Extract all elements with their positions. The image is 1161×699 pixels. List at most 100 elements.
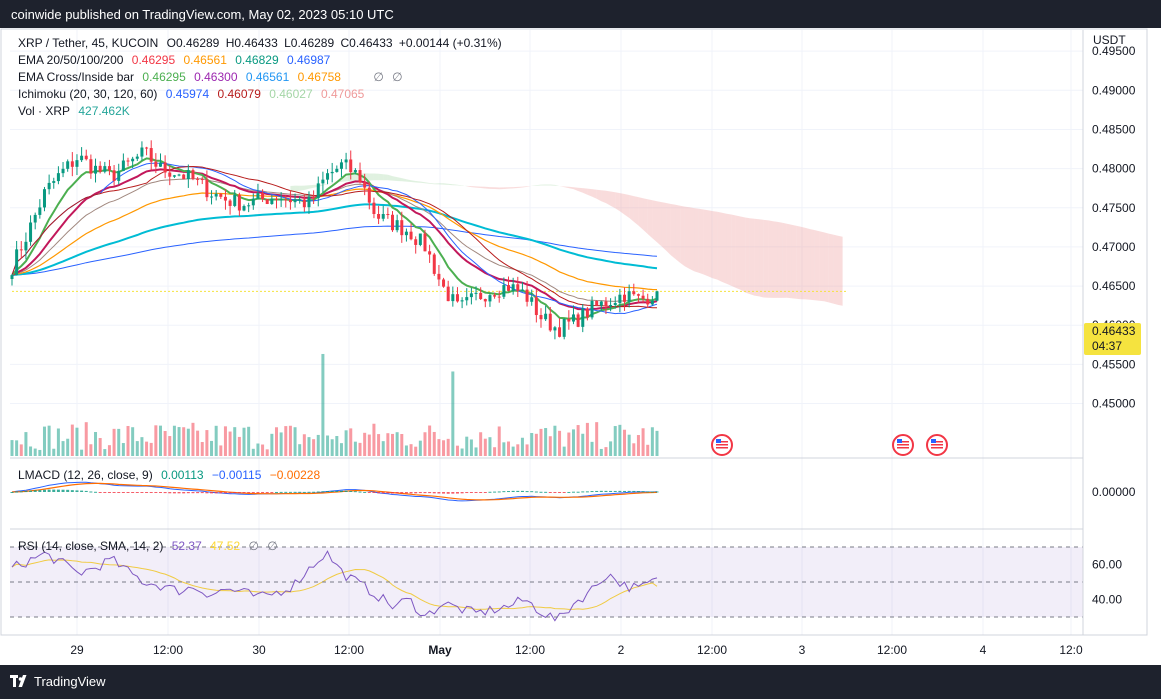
candle-body: [618, 294, 622, 304]
event-markers[interactable]: [711, 434, 948, 456]
macd-histogram-bar: [599, 490, 603, 492]
macd-histogram-bar: [205, 492, 209, 494]
chart-svg[interactable]: 0.49500 0.49000 0.48500 0.48000 0.47500 0.470…: [0, 28, 1161, 665]
candle-body: [274, 198, 278, 200]
ichimoku-cloud-segment: [545, 184, 551, 186]
ichimoku-cloud-segment: [452, 184, 458, 186]
macd-histogram-bar: [367, 492, 371, 493]
legend-volume[interactable]: Vol · XRP 427.462K: [18, 104, 135, 118]
ichimoku-cloud-segment: [531, 185, 537, 186]
volume-bar: [52, 448, 56, 456]
legend-ichimoku-label[interactable]: Ichimoku (20, 30, 120, 60): [18, 87, 158, 101]
macd-histogram-bar: [219, 492, 223, 494]
legend-ema-label[interactable]: EMA 20/50/100/200: [18, 53, 124, 67]
ichimoku-cloud-segment: [299, 185, 305, 191]
us-flag-icon[interactable]: [892, 434, 914, 456]
macd-histogram-bar: [349, 490, 353, 492]
ichimoku-cloud-segment: [675, 204, 681, 263]
flag-stripe: [931, 447, 943, 449]
ichimoku-cloud-segment: [712, 211, 718, 280]
candle-body: [52, 181, 56, 183]
volume-bar: [94, 432, 98, 456]
chart-panel[interactable]: 0.49500 0.49000 0.48500 0.48000 0.47500 0.470…: [0, 28, 1161, 665]
macd-histogram-bar: [567, 491, 571, 493]
ichimoku-cloud-segment: [652, 200, 657, 243]
ichimoku-cloud-segment: [411, 180, 416, 183]
volume-bar: [149, 442, 153, 456]
time-tick-label: 3: [799, 643, 806, 657]
candle-body: [256, 193, 260, 199]
legend-emacross[interactable]: EMA Cross/Inside bar 0.46295 0.46300 0.4…: [18, 70, 408, 84]
volume-bar: [511, 446, 515, 456]
candle-body: [307, 196, 311, 208]
macd-histogram-bar: [210, 492, 214, 494]
legend-main[interactable]: XRP / Tether, 45, KUCOIN O0.46289 H0.464…: [18, 36, 507, 50]
legend-symbol[interactable]: XRP / Tether, 45, KUCOIN: [18, 36, 159, 50]
candle-body: [182, 174, 186, 180]
macd-histogram-bar: [223, 492, 227, 494]
us-flag-icon[interactable]: [711, 434, 733, 456]
volume-bar: [228, 431, 232, 456]
macd-histogram-bar: [465, 492, 469, 494]
macd-histogram-bar: [75, 490, 79, 492]
volume-bar: [613, 426, 617, 456]
macd-histogram-bar: [386, 492, 390, 494]
volume-bar: [520, 437, 524, 456]
volume-bar: [516, 444, 520, 456]
volume-bar: [400, 434, 404, 456]
macd-histogram-bar: [609, 490, 613, 492]
volume-bar: [655, 430, 659, 456]
ichimoku-cloud-segment: [466, 185, 472, 188]
macd-histogram-bar: [233, 492, 237, 493]
ichimoku-cloud-segment: [295, 185, 300, 192]
volume-bar: [61, 441, 65, 456]
ichimoku-cloud-segment: [684, 206, 690, 269]
legend-macd-label[interactable]: LMACD (12, 26, close, 9): [18, 468, 153, 482]
legend-rsi[interactable]: RSI (14, close, SMA, 14, 2) 52.37 47.52 …: [18, 539, 283, 553]
candle-body: [10, 275, 14, 280]
candle-body: [321, 179, 325, 184]
volume-bar: [335, 436, 339, 456]
macd-histogram-bar: [38, 490, 42, 492]
legend-rsi-label[interactable]: RSI (14, close, SMA, 14, 2): [18, 539, 164, 553]
legend-volume-label[interactable]: Vol · XRP: [18, 104, 71, 118]
candle-body: [117, 170, 121, 181]
legend-ichimoku[interactable]: Ichimoku (20, 30, 120, 60) 0.45974 0.460…: [18, 87, 369, 101]
volume-bar: [126, 425, 130, 456]
volume-bar: [298, 444, 302, 456]
ichimoku-cloud-segment: [564, 186, 569, 189]
macd-histogram-bar: [121, 492, 125, 493]
macd-histogram-bar: [126, 492, 130, 493]
candle-body: [358, 170, 362, 183]
macd-histogram-bar: [442, 492, 446, 494]
candle-body: [511, 284, 515, 291]
us-flag-icon[interactable]: [926, 434, 948, 456]
candle-body: [539, 315, 543, 320]
macd-histogram-bar: [544, 491, 548, 493]
ichimoku-cloud-segment: [499, 187, 504, 190]
ichimoku-cloud-segment: [406, 179, 412, 182]
legend-macd-hist: 0.00113: [161, 468, 204, 482]
candle-body: [312, 196, 316, 199]
volume-bar: [98, 438, 102, 456]
candle-body: [107, 166, 111, 171]
ichimoku-cloud-segment: [791, 224, 797, 299]
ichimoku-cloud-segment: [341, 176, 347, 182]
legend-ema[interactable]: EMA 20/50/100/200 0.46295 0.46561 0.4682…: [18, 53, 335, 67]
macd-histogram-bar: [261, 492, 265, 493]
volume-bar: [163, 431, 167, 456]
candle-body: [576, 314, 580, 327]
ichimoku-cloud-segment: [629, 195, 634, 222]
legend-macd[interactable]: LMACD (12, 26, close, 9) 0.00113 −0.0011…: [18, 468, 325, 482]
candle-body: [646, 298, 650, 305]
macd-histogram-bar: [479, 492, 483, 493]
ichimoku-cloud-segment: [606, 190, 611, 206]
volume-bar: [585, 422, 589, 456]
legend-emacross-label[interactable]: EMA Cross/Inside bar: [18, 70, 135, 84]
candle-body: [571, 314, 575, 322]
flag-stripe: [716, 444, 728, 446]
volume-bar: [442, 440, 446, 456]
ichimoku-cloud-segment: [749, 218, 755, 296]
volume-bar: [270, 433, 274, 456]
candle-body: [418, 233, 422, 245]
